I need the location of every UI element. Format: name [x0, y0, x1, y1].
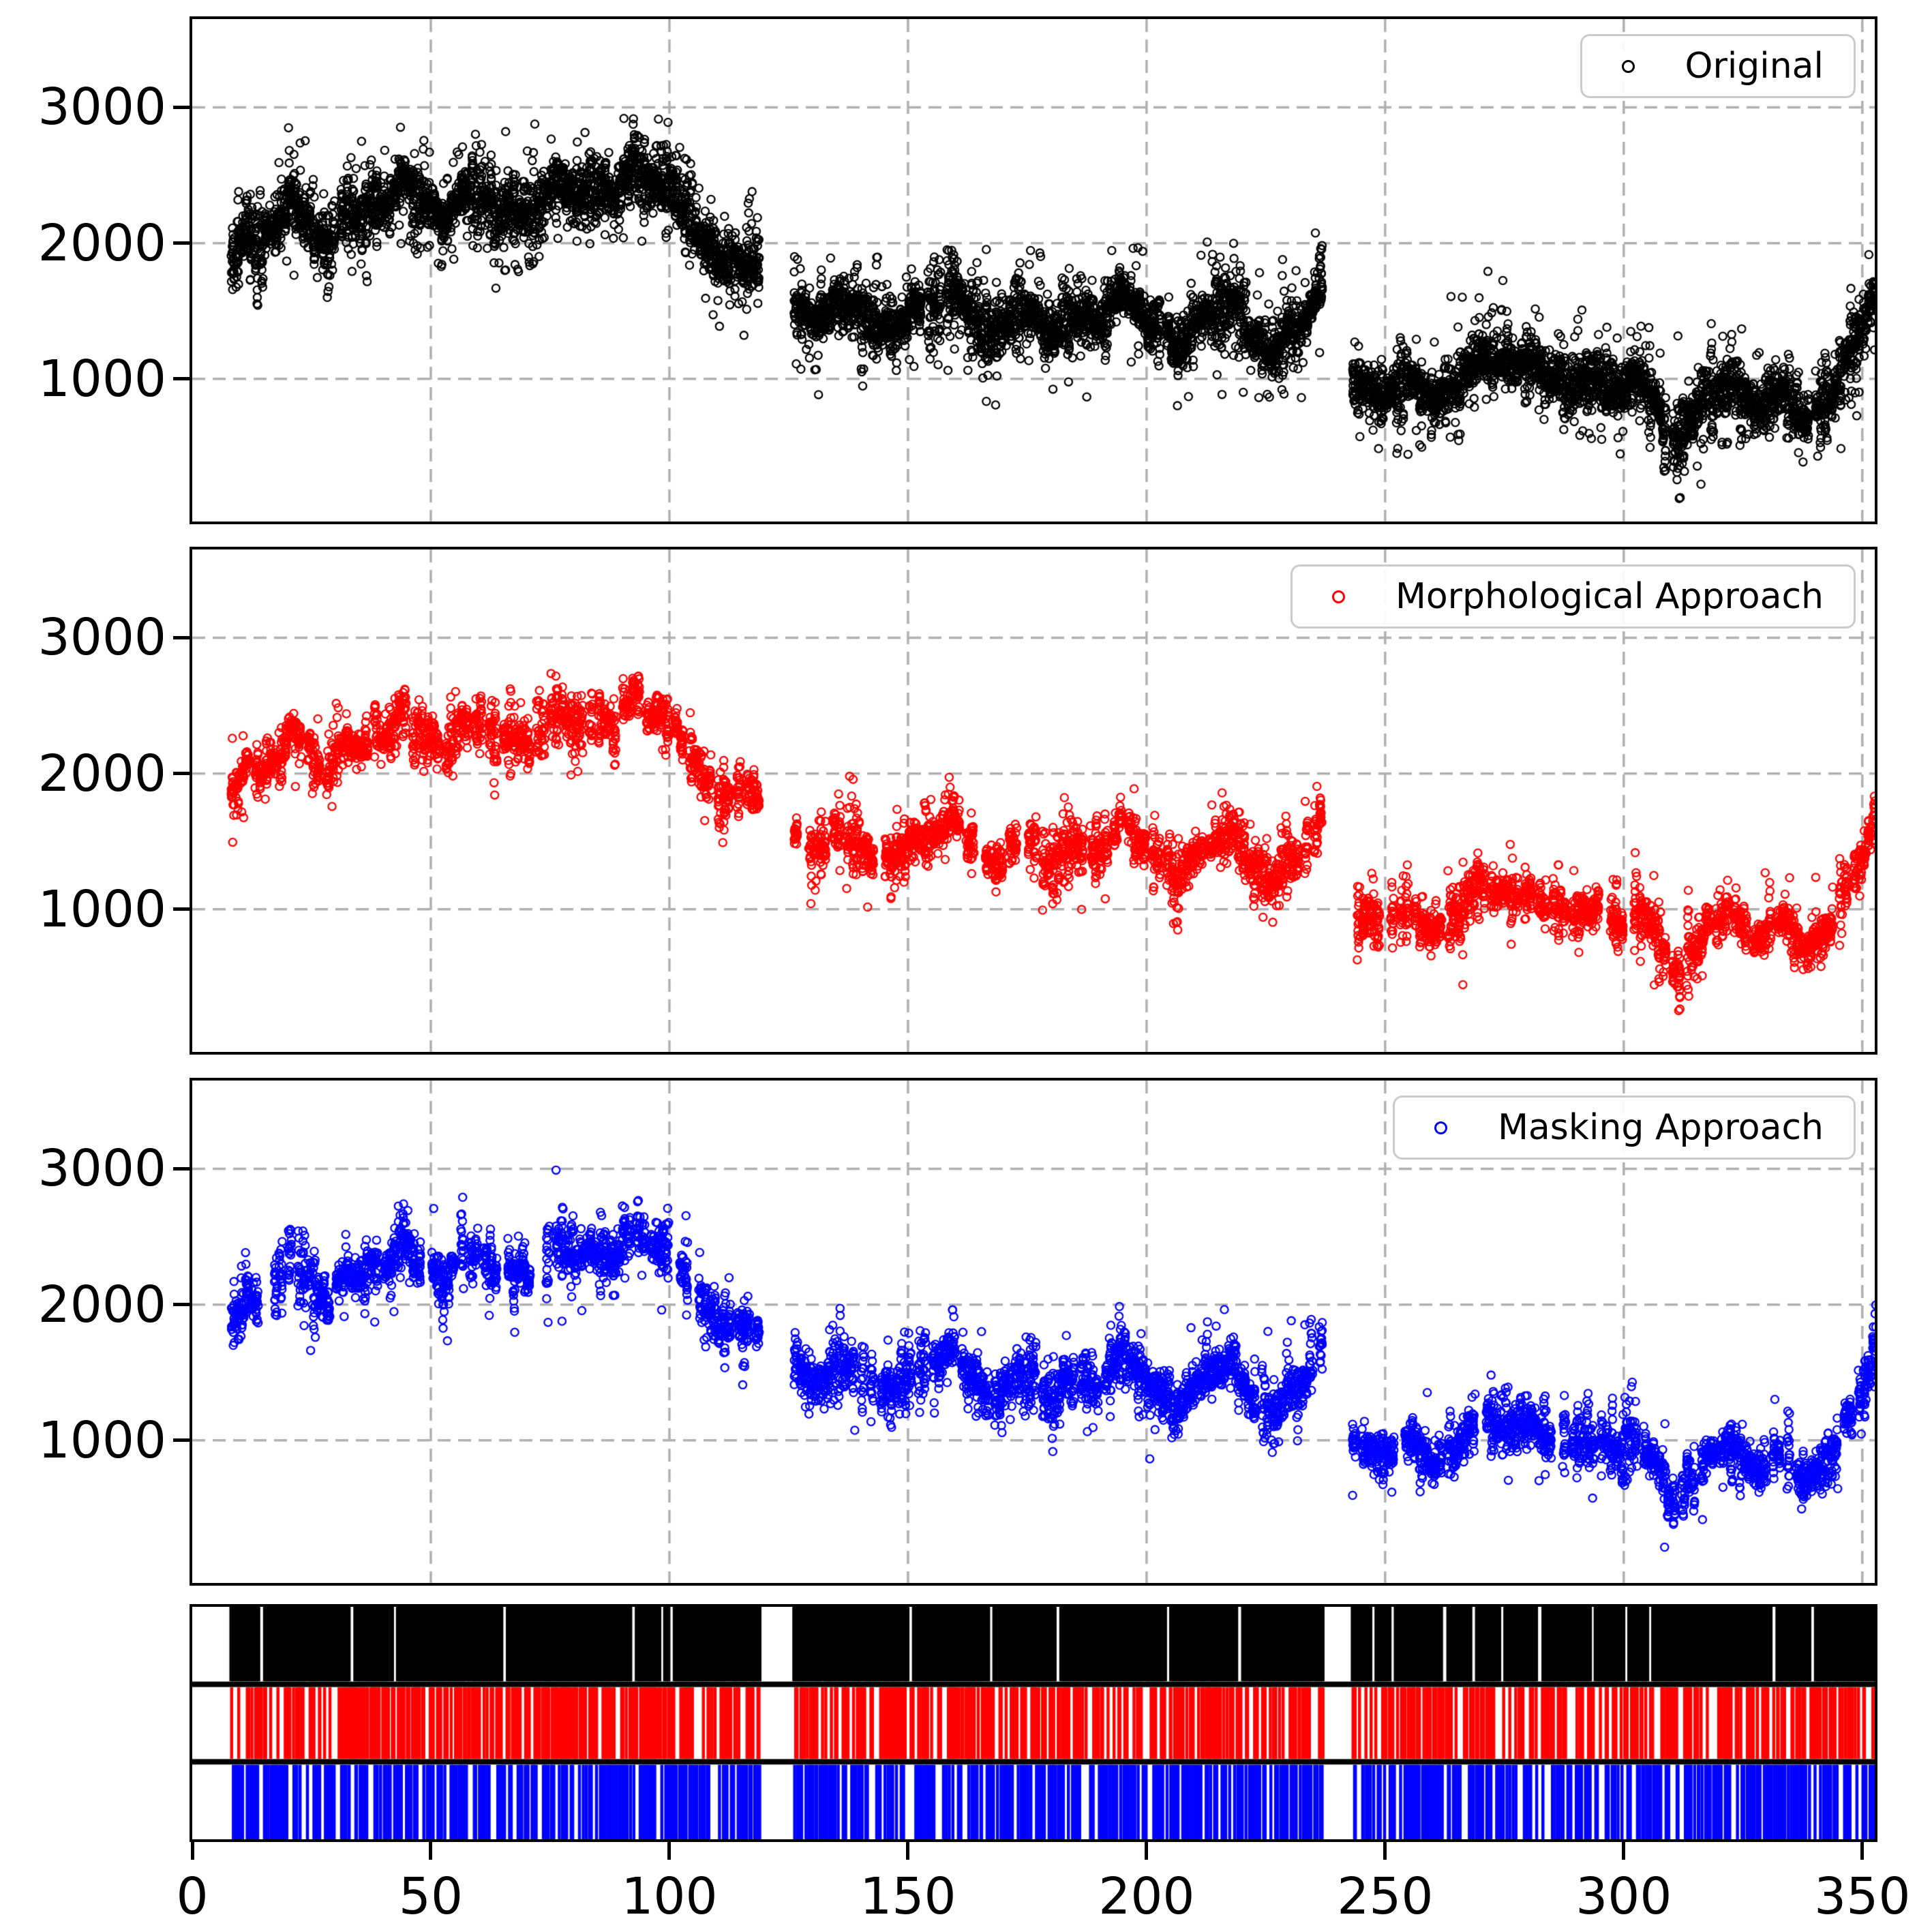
y-tick-label: 3000: [37, 1139, 166, 1198]
legend-morphological: Morphological Approach: [1290, 564, 1856, 629]
y-tick-label: 3000: [37, 78, 166, 137]
morphological-marker-icon: [1331, 590, 1345, 603]
x-tick-mark: [190, 1842, 194, 1860]
y-tick-mark: [173, 907, 190, 911]
y-tick-label: 1000: [37, 1410, 166, 1470]
x-tick-label: 300: [1575, 1867, 1672, 1926]
x-tick-mark: [1145, 1842, 1149, 1860]
masking-marker-icon: [1434, 1121, 1448, 1134]
x-tick-label: 350: [1814, 1867, 1911, 1926]
y-tick-label: 2000: [37, 213, 166, 273]
y-tick-mark: [173, 1438, 190, 1443]
x-tick-label: 50: [398, 1867, 464, 1926]
y-tick-mark: [173, 1166, 190, 1171]
y-tick-label: 3000: [37, 608, 166, 667]
x-tick-mark: [429, 1842, 433, 1860]
legend-original-label: Original: [1685, 46, 1824, 87]
y-tick-label: 2000: [37, 1275, 166, 1334]
morphological-scatter-canvas: [192, 549, 1875, 1052]
legend-original: Original: [1580, 34, 1856, 98]
events-canvas: [192, 1607, 1875, 1839]
y-tick-label: 2000: [37, 744, 166, 803]
x-tick-mark: [1383, 1842, 1387, 1860]
legend-masking-label: Masking Approach: [1498, 1107, 1824, 1148]
y-tick-mark: [173, 377, 190, 381]
x-tick-mark: [1622, 1842, 1626, 1860]
y-tick-mark: [173, 1303, 190, 1307]
x-tick-mark: [1860, 1842, 1865, 1860]
panel-masking: [190, 1078, 1877, 1586]
x-tick-label: 0: [176, 1867, 209, 1926]
x-tick-label: 200: [1098, 1867, 1195, 1926]
y-tick-mark: [173, 241, 190, 245]
y-tick-mark: [173, 635, 190, 639]
legend-masking: Masking Approach: [1393, 1096, 1856, 1160]
y-tick-label: 1000: [37, 879, 166, 939]
masking-scatter-canvas: [192, 1081, 1875, 1583]
original-scatter-canvas: [192, 19, 1875, 522]
y-tick-mark: [173, 105, 190, 109]
y-tick-label: 1000: [37, 349, 166, 408]
panel-original: [190, 16, 1877, 524]
legend-morphological-label: Morphological Approach: [1395, 576, 1824, 617]
x-tick-label: 250: [1337, 1867, 1434, 1926]
x-tick-label: 100: [621, 1867, 718, 1926]
x-tick-mark: [667, 1842, 671, 1860]
x-tick-mark: [906, 1842, 910, 1860]
panel-morphological: [190, 547, 1877, 1055]
original-marker-icon: [1621, 59, 1635, 73]
x-tick-label: 150: [860, 1867, 956, 1926]
y-tick-mark: [173, 772, 190, 776]
panel-events: [190, 1604, 1877, 1842]
